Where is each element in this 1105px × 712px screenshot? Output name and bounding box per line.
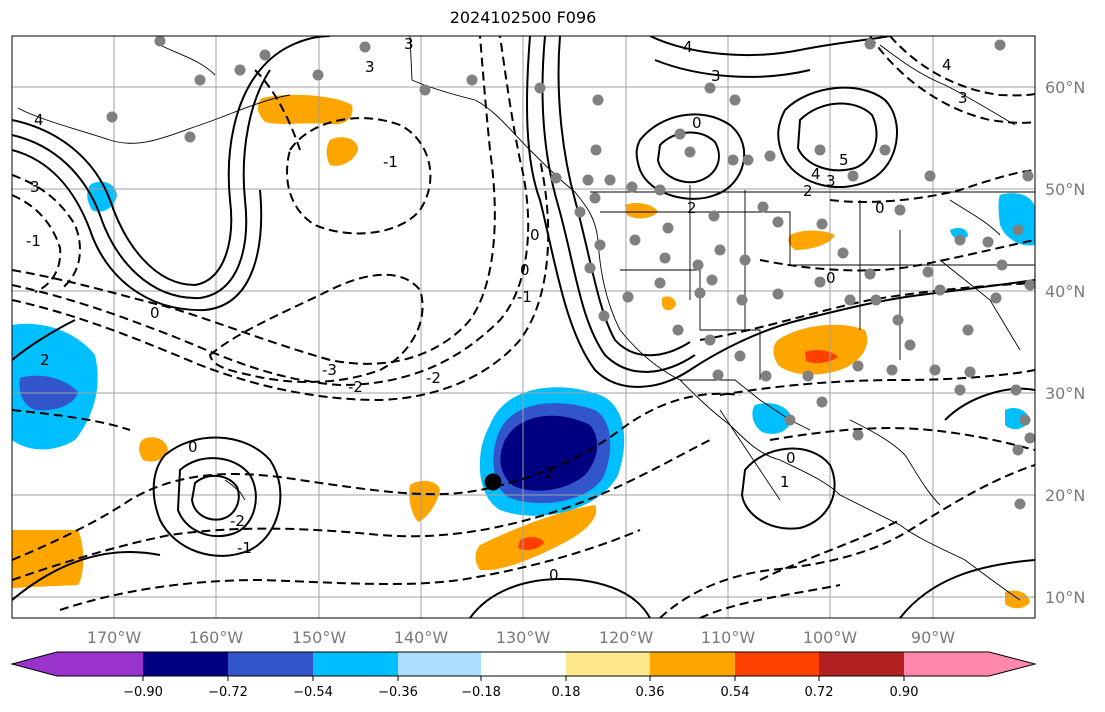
colorbar-tick-label: 0.36 bbox=[636, 685, 665, 700]
solid-contours bbox=[12, 36, 1035, 618]
lon-label: 100°W bbox=[803, 628, 858, 647]
colorbar-ticks bbox=[142, 676, 905, 681]
lon-label: 140°W bbox=[394, 628, 449, 647]
contour-label: -1 bbox=[517, 288, 532, 306]
contour-label: 3 bbox=[30, 178, 40, 196]
contour-label: 5 bbox=[839, 151, 849, 169]
contour-label: 0 bbox=[875, 199, 885, 217]
contour-label: 0 bbox=[188, 438, 198, 456]
colorbar-tick-label: −0.18 bbox=[461, 685, 501, 700]
contour-label: 2 bbox=[687, 199, 697, 217]
contour-label: 0 bbox=[150, 304, 160, 322]
contour-label: -1 bbox=[26, 232, 41, 250]
colorbar-segment bbox=[143, 652, 228, 676]
lat-label: 40°N bbox=[1045, 282, 1085, 301]
lon-labels: 170°W 160°W 150°W 140°W 130°W 120°W 110°… bbox=[87, 628, 955, 647]
contour-label: -2 bbox=[230, 512, 245, 530]
contour-label: 0 bbox=[520, 261, 530, 279]
contour-label: -1 bbox=[237, 539, 252, 557]
colorbar-tick-label: 0.90 bbox=[890, 685, 919, 700]
center-marker bbox=[484, 473, 502, 491]
colorbar-tick-label: −0.90 bbox=[123, 685, 163, 700]
colorbar-tick-label: −0.54 bbox=[293, 685, 333, 700]
contour-label: -3 bbox=[322, 361, 337, 379]
lon-label: 90°W bbox=[911, 628, 955, 647]
contour-label: 2 bbox=[40, 351, 50, 369]
colorbar-segment bbox=[313, 652, 398, 676]
colorbar-segment bbox=[650, 652, 735, 676]
colorbar-segment bbox=[566, 652, 650, 676]
colorbar-segment bbox=[481, 652, 566, 676]
colorbar-tick-label: 0.18 bbox=[552, 685, 581, 700]
contour-labels: 4 3 4 3 3 4 3 0 2 2 3 5 4 3 0 0 -1 0 -3 … bbox=[26, 35, 968, 584]
contour-label: 4 bbox=[34, 111, 44, 129]
colorbar-tick-label: −0.72 bbox=[208, 685, 248, 700]
lon-label: 150°W bbox=[292, 628, 347, 647]
colorbar-segment bbox=[989, 652, 1035, 676]
lat-label: 50°N bbox=[1045, 180, 1085, 199]
lat-label: 10°N bbox=[1045, 588, 1085, 607]
colorbar-segment bbox=[735, 652, 819, 676]
contour-label: 2 bbox=[803, 182, 813, 200]
contour-label: 0 bbox=[826, 269, 836, 287]
contour-label: 3 bbox=[711, 67, 721, 85]
lon-label: 120°W bbox=[599, 628, 654, 647]
contour-label: 3 bbox=[826, 172, 836, 190]
graticule bbox=[12, 36, 1035, 618]
colorbar-segment bbox=[398, 652, 481, 676]
colorbar-outline bbox=[10, 651, 1037, 677]
colorbar-segment bbox=[904, 652, 989, 676]
contour-label: 4 bbox=[942, 56, 952, 74]
contour-label: 0 bbox=[549, 566, 559, 584]
contour-label: 1 bbox=[780, 473, 790, 491]
colorbar-tick-label: 0.54 bbox=[721, 685, 750, 700]
contour-label: 3 bbox=[958, 89, 968, 107]
contour-label: 0 bbox=[692, 114, 702, 132]
contour-label: -2 bbox=[348, 378, 363, 396]
colorbar-tick-label: −0.36 bbox=[378, 685, 418, 700]
contour-label: 0 bbox=[786, 449, 796, 467]
colorbar-segment bbox=[819, 652, 904, 676]
colorbar: −0.90 −0.72 −0.54 −0.36 −0.18 0.18 0.36 … bbox=[10, 651, 1037, 700]
contour-label: 4 bbox=[683, 38, 693, 56]
lon-label: 160°W bbox=[189, 628, 244, 647]
lon-label: 110°W bbox=[701, 628, 756, 647]
contour-label: 0 bbox=[530, 226, 540, 244]
map-frame bbox=[11, 35, 1036, 619]
contour-label: 4 bbox=[811, 165, 821, 183]
contour-label: 3 bbox=[365, 58, 375, 76]
colorbar-segment bbox=[12, 652, 57, 676]
lon-label: 130°W bbox=[496, 628, 551, 647]
lat-labels: 60°N 50°N 40°N 30°N 20°N 10°N bbox=[1045, 78, 1085, 607]
map-title: 2024102500 F096 bbox=[449, 8, 597, 27]
lat-label: 20°N bbox=[1045, 486, 1085, 505]
station-dots bbox=[106, 36, 1035, 510]
colorbar-segment bbox=[228, 652, 313, 676]
contour-label: 3 bbox=[404, 35, 414, 53]
lon-label: 170°W bbox=[87, 628, 142, 647]
lat-label: 30°N bbox=[1045, 384, 1085, 403]
colorbar-tick-label: 0.72 bbox=[805, 685, 834, 700]
contour-label: -1 bbox=[383, 153, 398, 171]
contour-label: -2 bbox=[426, 369, 441, 387]
lat-label: 60°N bbox=[1045, 78, 1085, 97]
dashed-contours bbox=[12, 36, 1035, 618]
contour-label: 2 bbox=[544, 464, 554, 482]
